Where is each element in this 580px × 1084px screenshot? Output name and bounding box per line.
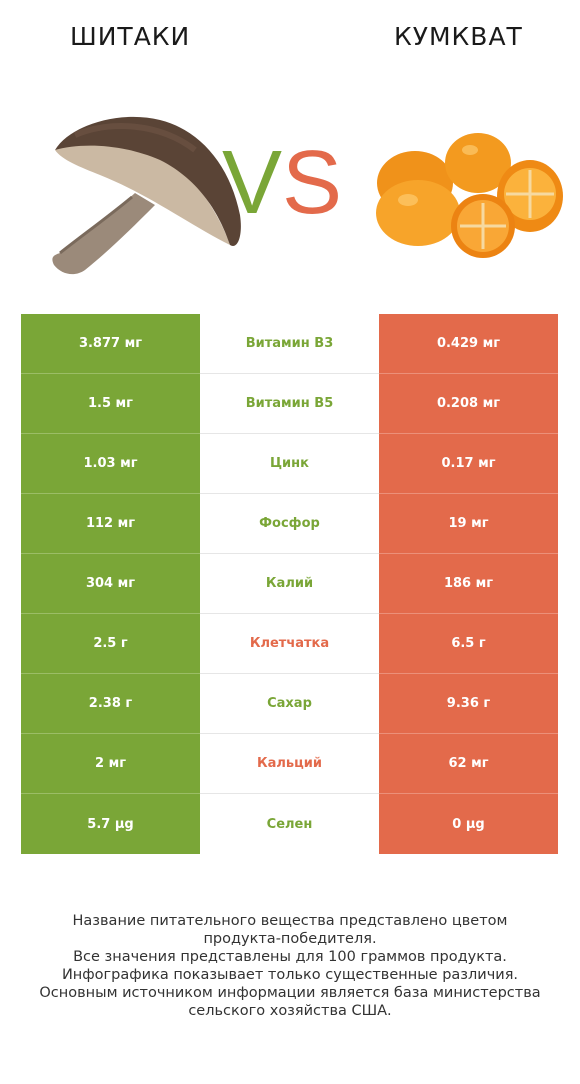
header: ШИТАКИ КУМКВАТ VS — [0, 0, 580, 300]
left-value-cell: 2.5 г — [21, 614, 200, 674]
vs-s-letter: S — [282, 133, 343, 233]
table-row: 5.7 µg Селен 0 µg — [21, 794, 558, 854]
right-value-cell: 0.208 мг — [379, 374, 558, 434]
nutrient-name-cell: Витамин B3 — [200, 314, 379, 374]
left-value-cell: 1.03 мг — [21, 434, 200, 494]
nutrient-name-cell: Витамин B5 — [200, 374, 379, 434]
left-value-cell: 3.877 мг — [21, 314, 200, 374]
footer-line: продукта-победителя. — [203, 931, 377, 947]
table-row: 2.38 г Сахар 9.36 г — [21, 674, 558, 734]
table-row: 2.5 г Клетчатка 6.5 г — [21, 614, 558, 674]
comparison-table: 3.877 мг Витамин B3 0.429 мг 1.5 мг Витамин … — [21, 314, 558, 854]
nutrient-name-cell: Калий — [200, 554, 379, 614]
right-value-cell: 9.36 г — [379, 674, 558, 734]
right-value-cell: 0.429 мг — [379, 314, 558, 374]
nutrient-name-cell: Цинк — [200, 434, 379, 494]
footer-notes: Название питательного вещества представл… — [20, 912, 560, 1020]
table-row: 112 мг Фосфор 19 мг — [21, 494, 558, 554]
nutrient-name-cell: Фосфор — [200, 494, 379, 554]
nutrient-name-cell: Сахар — [200, 674, 379, 734]
footer-line: сельского хозяйства США. — [188, 1003, 392, 1019]
left-value-cell: 5.7 µg — [21, 794, 200, 854]
table-row: 304 мг Калий 186 мг — [21, 554, 558, 614]
table-row: 1.5 мг Витамин B5 0.208 мг — [21, 374, 558, 434]
right-value-cell: 62 мг — [379, 734, 558, 794]
right-value-cell: 0.17 мг — [379, 434, 558, 494]
table-row: 1.03 мг Цинк 0.17 мг — [21, 434, 558, 494]
nutrient-name-cell: Селен — [200, 794, 379, 854]
right-product-title: КУМКВАТ — [394, 22, 523, 51]
nutrient-name-cell: Клетчатка — [200, 614, 379, 674]
left-value-cell: 1.5 мг — [21, 374, 200, 434]
left-value-cell: 112 мг — [21, 494, 200, 554]
table-row: 3.877 мг Витамин B3 0.429 мг — [21, 314, 558, 374]
left-value-cell: 2 мг — [21, 734, 200, 794]
vs-v-letter: V — [222, 133, 283, 233]
nutrient-name-cell: Кальций — [200, 734, 379, 794]
left-value-cell: 304 мг — [21, 554, 200, 614]
right-value-cell: 19 мг — [379, 494, 558, 554]
left-value-cell: 2.38 г — [21, 674, 200, 734]
left-product-title: ШИТАКИ — [70, 22, 191, 51]
footer-line: Название питательного вещества представл… — [72, 913, 508, 929]
right-value-cell: 186 мг — [379, 554, 558, 614]
footer-line: Основным источником информации является … — [39, 985, 541, 1001]
footer-line: Все значения представлены для 100 граммо… — [73, 949, 507, 965]
right-value-cell: 6.5 г — [379, 614, 558, 674]
vs-label: VS — [222, 138, 342, 228]
footer-line: Инфографика показывает только существенн… — [61, 967, 519, 983]
kumquat-image — [376, 133, 563, 258]
table-row: 2 мг Кальций 62 мг — [21, 734, 558, 794]
shiitake-mushroom-image — [52, 116, 241, 275]
right-value-cell: 0 µg — [379, 794, 558, 854]
